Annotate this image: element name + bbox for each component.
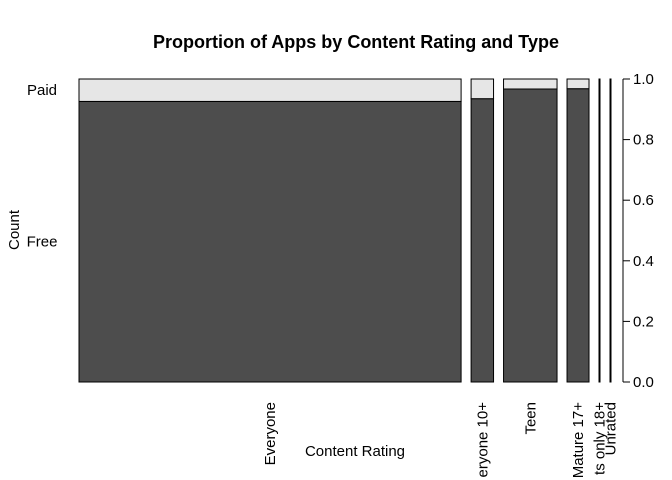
right-axis: 0.0 0.2 0.4 0.6 0.8 1.0 [622,71,654,391]
bar-free-unrated [609,78,612,383]
right-axis-tick-label: 0.4 [633,253,654,270]
x-tick-label: Unrated [603,402,620,455]
level-labels-group: Free Paid [27,82,58,251]
x-tick-label: Teen [522,402,539,435]
bar-free-adults-only-18 [598,78,601,383]
bar-free-mature-17 [566,88,590,383]
bars-group [78,78,612,383]
bar-free-teen [503,88,558,383]
x-tick-label: eryone 10+ [474,402,491,478]
right-axis-tick-label: 1.0 [633,71,654,88]
right-axis-tick-label: 0.8 [633,132,654,149]
right-axis-tick-label: 0.6 [633,192,654,209]
right-axis-tick-label: 0.2 [633,313,654,330]
category-labels-group: Everyone eryone 10+ Teen Mature 17+ ts only … [262,402,619,479]
y-level-label: Free [27,234,58,251]
bar-free-everyone-10 [470,98,495,383]
bar-paid-teen [503,78,558,90]
y-level-label: Paid [27,82,57,99]
bar-paid-everyone-10 [470,78,495,100]
chart-title: Proportion of Apps by Content Rating and… [153,32,559,52]
x-axis-title: Content Rating [305,443,405,460]
x-tick-label: Mature 17+ [570,402,587,479]
x-tick-label: Everyone [262,402,279,465]
bar-paid-everyone [78,78,462,102]
y-axis-title: Count [6,209,23,250]
bar-free-everyone [78,100,462,383]
bar-paid-mature-17 [566,78,590,90]
x-tick-label: ts only 18+ [592,402,609,475]
right-axis-tick-label: 0.0 [633,374,654,391]
